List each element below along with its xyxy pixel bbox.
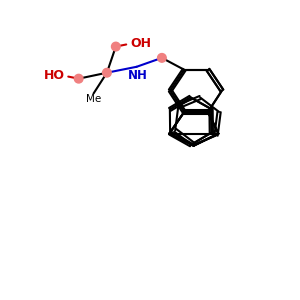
Text: NH: NH bbox=[128, 69, 148, 82]
Circle shape bbox=[74, 74, 83, 83]
Text: Me: Me bbox=[86, 94, 101, 104]
Circle shape bbox=[158, 54, 166, 62]
Circle shape bbox=[103, 68, 111, 77]
Text: HO: HO bbox=[44, 69, 64, 82]
Text: OH: OH bbox=[130, 37, 151, 50]
Circle shape bbox=[112, 42, 120, 51]
